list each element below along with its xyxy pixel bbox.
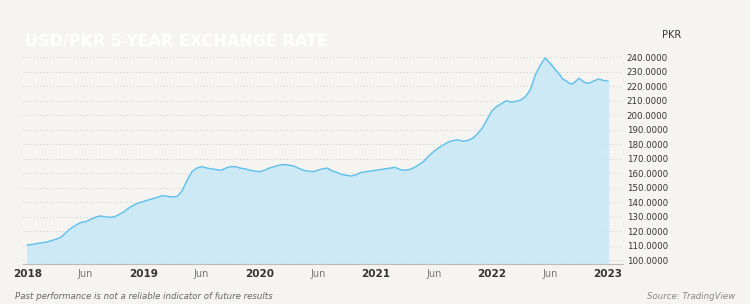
Text: USD/PKR 5-YEAR EXCHANGE RATE: USD/PKR 5-YEAR EXCHANGE RATE	[25, 33, 328, 49]
Text: PKR: PKR	[662, 29, 681, 40]
Text: Past performance is not a reliable indicator of future results: Past performance is not a reliable indic…	[15, 292, 273, 301]
Text: Source: TradingView: Source: TradingView	[646, 292, 735, 301]
